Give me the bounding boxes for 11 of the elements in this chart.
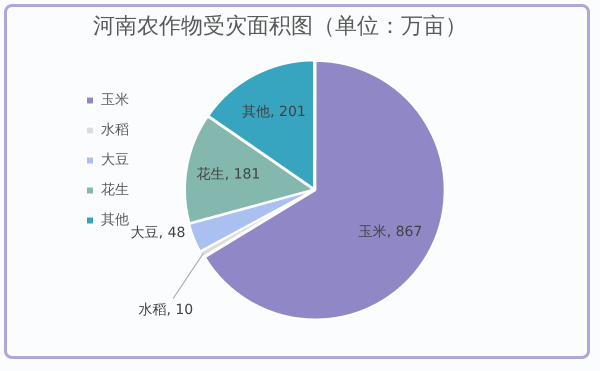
- legend-label: 其他: [101, 212, 129, 228]
- data-label: 花生, 181: [196, 166, 260, 183]
- data-label: 大豆, 48: [130, 225, 186, 242]
- chart-title: 河南农作物受灾面积图（单位：万亩）: [93, 14, 467, 39]
- legend-label: 玉米: [101, 92, 129, 108]
- legend-label: 水稻: [101, 122, 129, 138]
- data-label: 其他, 201: [242, 104, 306, 120]
- data-label: 水稻, 10: [138, 302, 194, 318]
- legend-label: 花生: [101, 182, 129, 198]
- legend-label: 大豆: [101, 152, 129, 168]
- data-label: 玉米, 867: [358, 224, 422, 240]
